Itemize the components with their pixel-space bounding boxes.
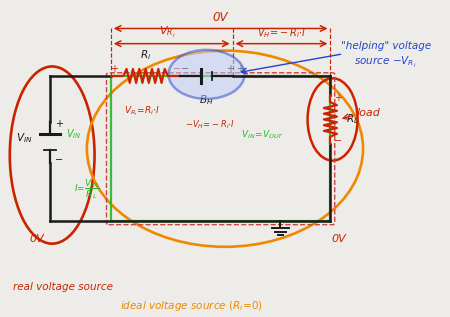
Text: +: + — [334, 93, 342, 103]
Text: $-V_H\!=\!-R_i{\cdot}I$: $-V_H\!=\!-R_i{\cdot}I$ — [185, 119, 234, 131]
Text: 0V: 0V — [30, 234, 45, 244]
Text: $V_{IN}$: $V_{IN}$ — [16, 131, 32, 145]
Text: real voltage source: real voltage source — [13, 281, 113, 292]
Text: −: − — [173, 64, 181, 74]
Text: $R_L$: $R_L$ — [346, 113, 359, 126]
Text: −: − — [334, 136, 342, 146]
Text: "helping" voltage
    source $-V_{R_i}$: "helping" voltage source $-V_{R_i}$ — [341, 41, 432, 70]
Text: +: + — [226, 64, 234, 74]
Text: −: − — [54, 155, 63, 165]
Text: ideal voltage source $(R_i\!=\!0)$: ideal voltage source $(R_i\!=\!0)$ — [120, 299, 263, 313]
Text: $V_H\!=\!-R_i{\cdot}I$: $V_H\!=\!-R_i{\cdot}I$ — [256, 26, 306, 40]
Text: 0V: 0V — [213, 11, 229, 24]
Text: $V_{R_i}\!=\!R_i{\cdot}I$: $V_{R_i}\!=\!R_i{\cdot}I$ — [124, 104, 160, 118]
Text: $V_{IN}$: $V_{IN}$ — [66, 127, 82, 141]
Text: +: + — [55, 120, 63, 129]
Text: $V_{R_i}$: $V_{R_i}$ — [159, 25, 176, 40]
Ellipse shape — [168, 50, 244, 99]
Text: −: − — [181, 64, 189, 74]
Text: $R_i$: $R_i$ — [140, 48, 151, 62]
Text: $I\!=\!\dfrac{V_{IN}}{R_L}$: $I\!=\!\dfrac{V_{IN}}{R_L}$ — [74, 177, 100, 201]
Text: 0V: 0V — [332, 234, 346, 244]
Text: +: + — [110, 64, 118, 74]
Text: $B_H$: $B_H$ — [199, 93, 214, 107]
Text: +: + — [236, 64, 244, 74]
Text: load: load — [356, 108, 380, 118]
Text: $V_{IN}\!=\!V_{OUT}$: $V_{IN}\!=\!V_{OUT}$ — [242, 128, 284, 141]
